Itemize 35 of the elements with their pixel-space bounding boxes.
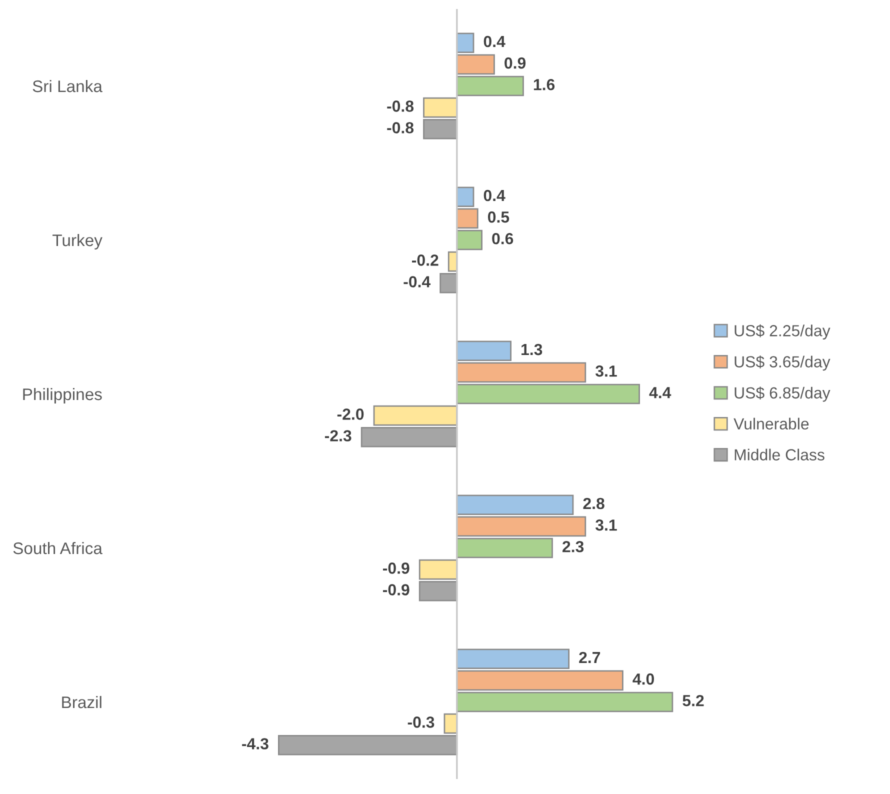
- legend-label: US$ 3.65/day: [734, 355, 830, 371]
- data-label: -0.8: [387, 100, 414, 112]
- data-label: 1.3: [522, 344, 542, 356]
- data-label: 4.0: [632, 673, 654, 685]
- y-tick-label: Philippines: [23, 388, 102, 404]
- legend-label: Vulnerable: [734, 418, 809, 430]
- data-label: 0.6: [492, 232, 514, 244]
- data-label: -0.9: [382, 584, 410, 596]
- data-label: 0.5: [488, 211, 510, 223]
- data-label: 3.1: [595, 519, 617, 531]
- data-label: -2.0: [337, 408, 364, 420]
- data-label: -0.8: [387, 122, 414, 134]
- data-label: -0.2: [412, 254, 438, 266]
- data-label: 2.8: [583, 498, 604, 510]
- legend-label: US$ 6.85/day: [734, 386, 830, 402]
- y-tick-label: Brazil: [62, 696, 102, 708]
- data-label: -0.9: [382, 562, 410, 574]
- data-label: 2.3: [562, 540, 584, 552]
- data-label: -2.3: [324, 430, 352, 442]
- y-tick-label: Turkey: [52, 234, 102, 250]
- data-label: 0.4: [484, 190, 506, 202]
- data-label: 2.7: [579, 652, 600, 664]
- data-label: 3.1: [595, 365, 617, 377]
- data-label: -0.4: [404, 276, 431, 288]
- y-tick-label: Sri Lanka: [32, 80, 102, 92]
- legend-label: Middle Class: [734, 448, 824, 460]
- data-label: 0.9: [504, 57, 526, 69]
- legend-label: US$ 2.25/day: [734, 324, 830, 340]
- data-label: 5.2: [682, 694, 704, 706]
- data-label: 0.4: [484, 36, 506, 48]
- data-label: 1.6: [534, 78, 555, 90]
- data-label: -4.3: [242, 738, 268, 750]
- data-label: 4.4: [649, 387, 672, 398]
- y-tick-label: South Africa: [13, 542, 102, 554]
- data-label: -0.3: [408, 716, 434, 728]
